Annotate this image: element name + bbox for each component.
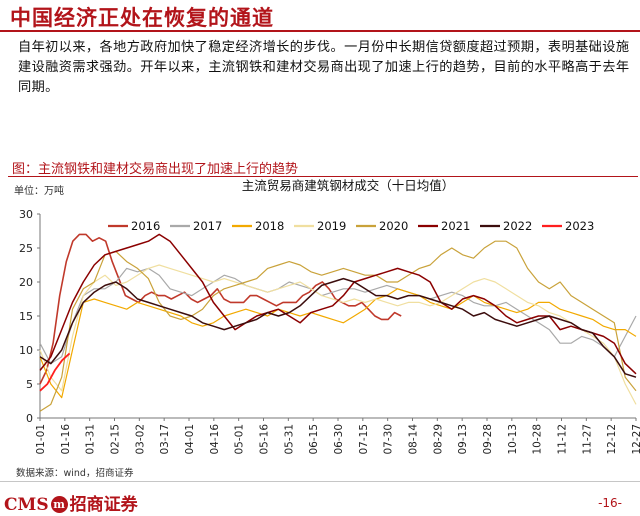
legend-label: 2016 (131, 219, 160, 233)
x-tick-label: 02-15 (110, 424, 122, 455)
logo-text: CMS (4, 495, 49, 515)
series-line-2023 (39, 352, 71, 392)
chart-title: 主流贸易商建筑钢材成交（十日均值） (242, 178, 455, 193)
legend-label: 2018 (255, 219, 284, 233)
x-tick-label: 12-12 (606, 424, 618, 455)
x-tick-label: 03-17 (159, 424, 171, 455)
x-tick-label: 01-31 (85, 424, 97, 455)
page-number: -16- (598, 496, 622, 510)
x-tick-label: 07-15 (358, 424, 370, 455)
x-tick-label: 05-16 (259, 424, 271, 455)
x-tick-label: 03-02 (134, 424, 146, 455)
x-tick-label: 05-01 (234, 424, 246, 455)
x-tick-label: 08-29 (432, 424, 444, 455)
series-line-2019 (39, 264, 637, 405)
x-tick-label: 01-16 (60, 424, 72, 455)
data-source: 数据来源：wind，招商证券 (16, 468, 134, 479)
x-tick-label: 10-13 (507, 424, 519, 455)
x-tick-label: 11-27 (581, 424, 593, 455)
series-line-2021 (39, 233, 637, 375)
series-line-2020 (39, 240, 637, 412)
series-line-2018 (39, 288, 637, 399)
y-tick-label: 25 (19, 242, 33, 255)
legend-label: 2023 (565, 219, 594, 233)
series-line-2016 (39, 233, 402, 385)
y-tick-label: 15 (19, 310, 33, 323)
x-tick-label: 04-16 (209, 424, 221, 455)
x-tick-label: 06-30 (333, 424, 345, 455)
page-title: 中国经济正处在恢复的通道 (10, 6, 274, 30)
x-tick-label: 12-27 (631, 424, 640, 455)
y-tick-label: 30 (19, 208, 33, 221)
y-tick-label: 5 (26, 378, 33, 391)
x-tick-label: 05-31 (283, 424, 295, 455)
x-tick-label: 06-15 (308, 424, 320, 455)
summary-paragraph: 自年初以来，各地方政府加快了稳定经济增长的步伐。一月份中长期信贷额度超过预期，表… (18, 40, 630, 95)
logo-cn: 招商证券 (69, 495, 138, 515)
unit-label: 单位：万吨 (14, 186, 64, 197)
series-line-2017 (39, 267, 637, 365)
y-tick-label: 0 (26, 412, 33, 425)
legend-label: 2022 (503, 219, 532, 233)
legend-label: 2020 (379, 219, 408, 233)
y-tick-label: 10 (19, 344, 33, 357)
legend-label: 2017 (193, 219, 222, 233)
y-tick-label: 20 (19, 276, 33, 289)
legend-label: 2021 (441, 219, 470, 233)
steel-trade-chart: 主流贸易商建筑钢材成交（十日均值） 0 5 10 15 20 25 30 01-01 01-16 0… (19, 178, 640, 455)
series-line-2022 (39, 277, 637, 378)
x-tick-label: 04-01 (184, 424, 196, 455)
x-tick-label: 11-12 (557, 424, 569, 455)
x-tick-label: 09-13 (457, 424, 469, 455)
x-tick-label: 09-28 (482, 424, 494, 455)
x-tick-label: 08-14 (408, 424, 420, 455)
figure-title: 图：主流钢铁和建材交易商出现了加速上行的趋势 (12, 162, 299, 177)
logo-mark-icon: m (50, 496, 68, 513)
title-rule (0, 30, 640, 32)
x-tick-label: 10-28 (532, 424, 544, 455)
x-tick-label: 07-30 (383, 424, 395, 455)
x-tick-label: 01-01 (35, 424, 47, 455)
footer-rule (0, 481, 640, 482)
figure-rule (8, 176, 638, 177)
legend-label: 2019 (317, 219, 346, 233)
cms-logo: CMS m 招商证券 (4, 490, 138, 515)
